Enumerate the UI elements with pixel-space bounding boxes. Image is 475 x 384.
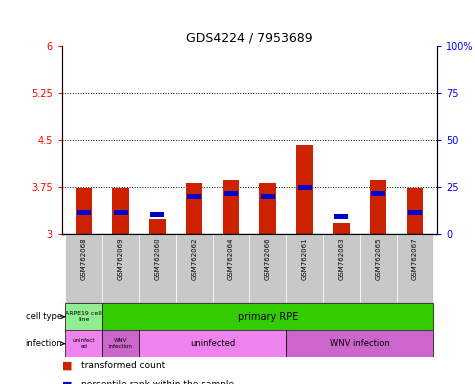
- Bar: [102, 234, 139, 303]
- Text: infection: infection: [26, 339, 65, 348]
- Text: GSM762060: GSM762060: [154, 238, 161, 280]
- Text: GSM762067: GSM762067: [412, 238, 418, 280]
- Text: WNV infection: WNV infection: [330, 339, 390, 348]
- Bar: [151, 212, 164, 217]
- Text: GSM762068: GSM762068: [81, 238, 87, 280]
- Bar: [187, 194, 201, 199]
- Bar: [360, 234, 397, 303]
- Bar: [66, 234, 102, 303]
- Bar: [102, 303, 433, 330]
- Bar: [139, 330, 286, 357]
- Bar: [149, 218, 166, 234]
- Bar: [112, 189, 129, 234]
- Bar: [334, 214, 348, 219]
- Bar: [323, 234, 360, 303]
- Title: GDS4224 / 7953689: GDS4224 / 7953689: [186, 32, 313, 45]
- Text: GSM762063: GSM762063: [338, 238, 344, 280]
- Text: ■: ■: [62, 361, 76, 371]
- Bar: [397, 234, 433, 303]
- Text: primary RPE: primary RPE: [238, 312, 298, 322]
- Bar: [186, 183, 202, 234]
- Bar: [213, 234, 249, 303]
- Bar: [76, 189, 92, 234]
- Bar: [66, 303, 102, 330]
- Bar: [139, 234, 176, 303]
- Text: GSM762064: GSM762064: [228, 238, 234, 280]
- Text: GSM762065: GSM762065: [375, 238, 381, 280]
- Bar: [77, 210, 91, 215]
- Bar: [407, 189, 423, 234]
- Bar: [102, 330, 139, 357]
- Bar: [66, 330, 102, 357]
- Bar: [296, 145, 313, 234]
- Bar: [249, 234, 286, 303]
- Bar: [371, 191, 385, 196]
- Bar: [286, 234, 323, 303]
- Text: GSM762062: GSM762062: [191, 238, 197, 280]
- Text: WNV
infection: WNV infection: [109, 338, 133, 349]
- Bar: [259, 183, 276, 234]
- Text: ■: ■: [62, 380, 76, 384]
- Bar: [286, 330, 433, 357]
- Bar: [223, 180, 239, 234]
- Bar: [333, 223, 350, 234]
- Text: GSM762069: GSM762069: [118, 238, 124, 280]
- Bar: [297, 185, 312, 190]
- Text: percentile rank within the sample: percentile rank within the sample: [81, 380, 234, 384]
- Text: GSM762061: GSM762061: [302, 238, 307, 280]
- Text: uninfect
ed: uninfect ed: [73, 338, 95, 349]
- Text: GSM762066: GSM762066: [265, 238, 271, 280]
- Bar: [114, 210, 128, 215]
- Text: ARPE19 cell
line: ARPE19 cell line: [66, 311, 102, 322]
- Text: transformed count: transformed count: [81, 361, 165, 370]
- Text: uninfected: uninfected: [190, 339, 235, 348]
- Bar: [224, 191, 238, 196]
- Bar: [370, 180, 387, 234]
- Text: cell type: cell type: [26, 312, 65, 321]
- Bar: [176, 234, 213, 303]
- Bar: [408, 210, 422, 215]
- Bar: [261, 194, 275, 199]
